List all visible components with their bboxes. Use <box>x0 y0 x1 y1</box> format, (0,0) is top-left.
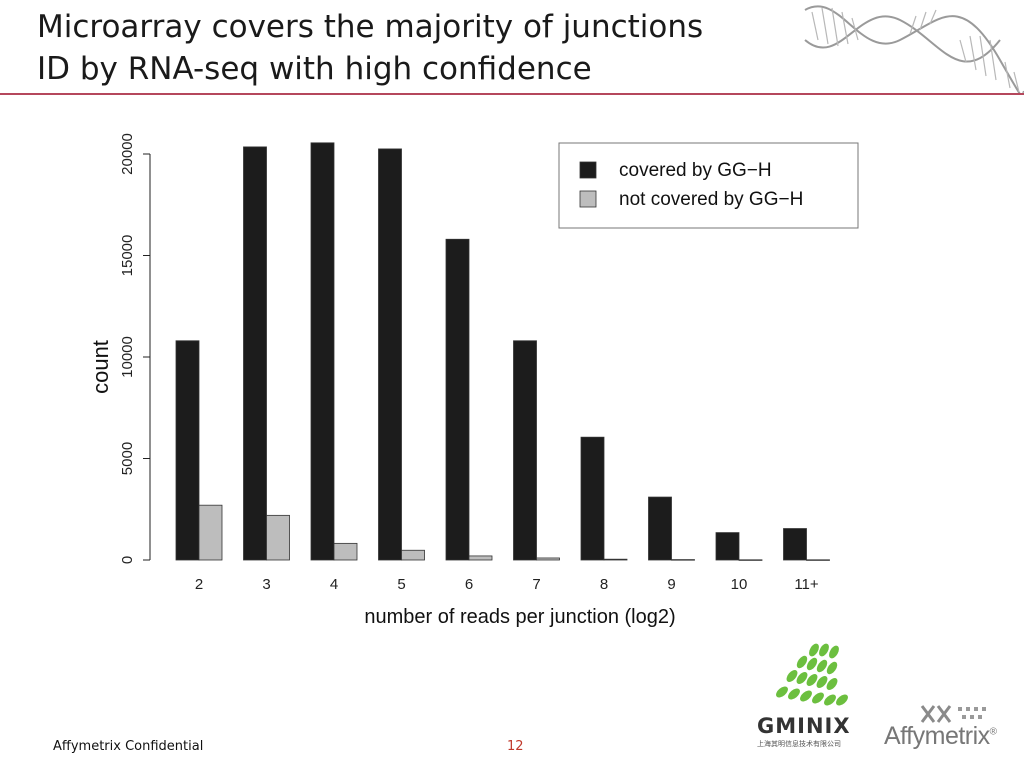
legend-box <box>558 142 859 229</box>
bar-not-covered <box>401 549 425 561</box>
legend-label: covered by GG−H <box>619 160 772 181</box>
bar-not-covered <box>198 504 223 561</box>
gminix-logo-subtitle: 上海其明信息技术有限公司 <box>757 740 841 748</box>
y-tick-label: 10000 <box>119 336 136 378</box>
gminix-logo-text: GMINIX <box>757 714 851 738</box>
x-tick-label: 9 <box>667 576 675 593</box>
y-tick-label: 0 <box>119 556 136 564</box>
affymetrix-name: Affymetrix <box>884 722 990 750</box>
y-axis-label: count <box>88 340 113 394</box>
bar-covered <box>513 340 537 561</box>
gminix-logo-icon <box>776 643 848 706</box>
bar-not-covered <box>671 559 695 561</box>
bar-not-covered <box>266 514 290 561</box>
legend-swatch <box>579 190 597 208</box>
dna-helix-decoration <box>804 5 1024 93</box>
bar-covered <box>580 436 605 561</box>
x-tick-label: 3 <box>262 576 270 593</box>
x-tick-label: 7 <box>532 576 540 593</box>
bar-covered <box>243 146 267 561</box>
bar-covered <box>648 496 672 561</box>
bar-not-covered <box>333 542 358 561</box>
x-tick-label: 6 <box>465 576 473 593</box>
legend-label: not covered by GG−H <box>619 189 803 210</box>
x-tick-label: 8 <box>600 576 608 593</box>
legend-swatch <box>579 161 597 179</box>
slide-title-line-2: ID by RNA-seq with high confidence <box>37 51 592 87</box>
affymetrix-logo-mark-icon <box>920 705 986 723</box>
x-tick-label: 11+ <box>794 576 819 593</box>
y-tick-label: 5000 <box>119 442 136 475</box>
affymetrix-registered-mark: ® <box>989 726 997 738</box>
bar-covered <box>175 340 200 561</box>
bar-not-covered <box>806 559 830 561</box>
bar-not-covered <box>468 555 493 561</box>
bar-not-covered <box>738 559 763 561</box>
slide-title: Microarray covers the majority of juncti… <box>37 6 797 90</box>
slide-title-line-1: Microarray covers the majority of juncti… <box>37 9 704 45</box>
bar-covered <box>310 142 335 561</box>
junction-coverage-bar-chart: 0 5000 10000 15000 20000 count 2 3 4 5 6 7 8 9 10 11+ nu… <box>88 133 859 628</box>
bar-not-covered <box>603 558 628 561</box>
x-tick-label: 10 <box>731 576 748 593</box>
title-divider <box>0 93 1024 95</box>
x-tick-label: 2 <box>195 576 203 593</box>
y-tick-label: 15000 <box>119 235 136 277</box>
y-tick-label: 20000 <box>119 133 136 175</box>
footer-confidential: Affymetrix Confidential <box>53 739 204 754</box>
bar-covered <box>378 148 402 561</box>
x-axis-label: number of reads per junction (log2) <box>364 606 675 628</box>
bar-covered <box>715 532 740 561</box>
x-tick-label: 5 <box>397 576 405 593</box>
affymetrix-logo-text: Affymetrix® <box>884 722 997 751</box>
x-tick-label: 4 <box>330 576 338 593</box>
bar-covered <box>783 528 807 561</box>
bar-not-covered <box>536 557 560 561</box>
bar-covered <box>445 238 470 561</box>
page-number: 12 <box>507 739 524 754</box>
